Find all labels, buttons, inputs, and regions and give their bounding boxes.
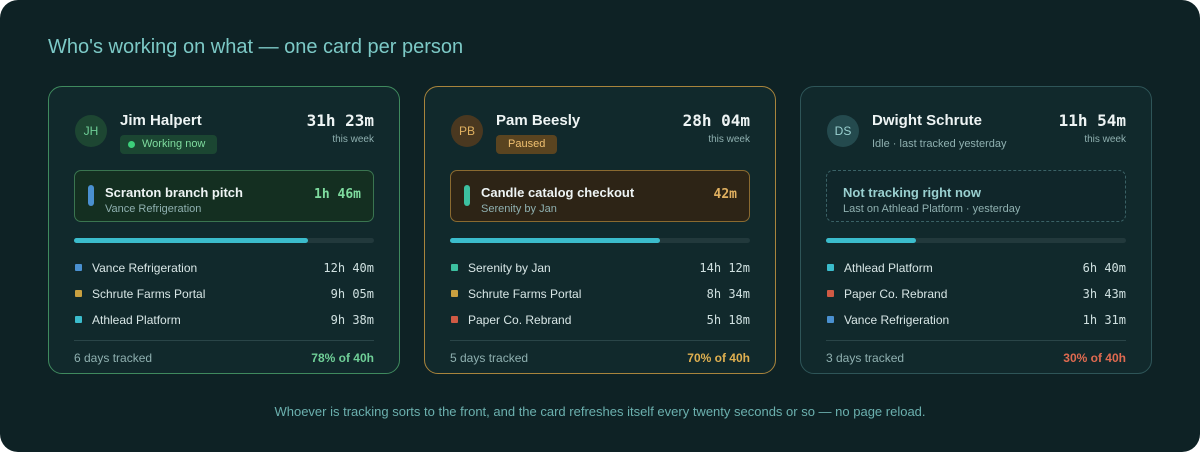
task-title: Not tracking right now	[843, 185, 981, 200]
project-name: Vance Refrigeration	[92, 261, 198, 275]
person-card: JH Jim Halpert Working now 31h 23m this week…	[48, 86, 400, 374]
footer-note: Whoever is tracking sorts to the front, …	[274, 404, 926, 419]
divider	[826, 340, 1126, 341]
project-name: Serenity by Jan	[468, 261, 551, 275]
project-time: 12h 40m	[323, 261, 374, 275]
project-dot	[451, 264, 458, 271]
days-tracked: 5 days tracked	[450, 351, 529, 365]
page-title: Who's working on what — one card per per…	[48, 36, 464, 58]
person-name: Pam Beesly	[496, 112, 581, 129]
avatar: PB	[451, 115, 483, 147]
task-bar	[464, 185, 470, 206]
project-dot	[827, 264, 834, 271]
person-card: PB Pam Beesly Paused 28h 04m this week Candle…	[424, 86, 776, 374]
project-dot	[451, 316, 458, 323]
progress-fill	[74, 238, 308, 243]
person-name: Jim Halpert	[120, 112, 202, 129]
project-dot	[827, 290, 834, 297]
project-time: 5h 18m	[706, 313, 750, 327]
progress-label: 30% of 40h	[1063, 351, 1126, 365]
project-time: 1h 31m	[1082, 313, 1126, 327]
hours-total: 28h 04m	[682, 111, 750, 130]
project-time: 14h 12m	[699, 261, 750, 275]
project-name: Paper Co. Rebrand	[844, 287, 948, 301]
hours-total: 31h 23m	[306, 111, 374, 130]
project-name: Schrute Farms Portal	[468, 287, 582, 301]
project-time: 8h 34m	[706, 287, 750, 301]
project-dot	[75, 264, 82, 271]
days-tracked: 3 days tracked	[826, 351, 905, 365]
progress-track	[74, 238, 374, 243]
project-name: Schrute Farms Portal	[92, 287, 206, 301]
progress-label: 70% of 40h	[687, 351, 750, 365]
task-time: 1h 46m	[314, 187, 361, 202]
project-time: 9h 05m	[330, 287, 374, 301]
task-title: Scranton branch pitch	[105, 185, 243, 200]
project-dot	[451, 290, 458, 297]
project-time: 9h 38m	[330, 313, 374, 327]
progress-fill	[826, 238, 916, 243]
avatar: JH	[75, 115, 107, 147]
project-time: 6h 40m	[1082, 261, 1126, 275]
task-client: Last on Athlead Platform · yesterday	[843, 203, 1021, 215]
task-client: Serenity by Jan	[481, 203, 557, 215]
hours-label: this week	[708, 134, 750, 145]
progress-label: 78% of 40h	[311, 351, 374, 365]
task-time: 42m	[713, 187, 737, 202]
status-badge: Working now	[120, 135, 218, 154]
divider	[74, 340, 374, 341]
project-name: Athlead Platform	[92, 313, 181, 327]
project-name: Athlead Platform	[844, 261, 933, 275]
hours-total: 11h 54m	[1058, 111, 1126, 130]
project-dot	[75, 290, 82, 297]
task-client: Vance Refrigeration	[105, 203, 202, 215]
avatar: DS	[827, 115, 859, 147]
progress-fill	[450, 238, 660, 243]
project-name: Paper Co. Rebrand	[468, 313, 572, 327]
project-dot	[75, 316, 82, 323]
project-name: Vance Refrigeration	[844, 313, 950, 327]
hours-label: this week	[332, 134, 374, 145]
current-task: Candle catalog checkout Serenity by Jan 42…	[450, 170, 750, 222]
task-bar	[88, 185, 94, 206]
current-task: Not tracking right now Last on Athlead Pl…	[826, 170, 1126, 222]
status-dot	[128, 141, 135, 148]
progress-track	[826, 238, 1126, 243]
task-title: Candle catalog checkout	[481, 185, 635, 200]
project-time: 3h 43m	[1082, 287, 1126, 301]
current-task: Scranton branch pitch Vance Refrigeration…	[74, 170, 374, 222]
status-badge: Paused	[496, 135, 558, 154]
person-name: Dwight Schrute	[872, 112, 983, 129]
status-text: Idle · last tracked yesterday	[872, 138, 1007, 150]
days-tracked: 6 days tracked	[74, 351, 153, 365]
progress-track	[450, 238, 750, 243]
divider	[450, 340, 750, 341]
person-card: DS Dwight Schrute Idle · last tracked yest…	[800, 86, 1152, 374]
hours-label: this week	[1084, 134, 1126, 145]
project-dot	[827, 316, 834, 323]
